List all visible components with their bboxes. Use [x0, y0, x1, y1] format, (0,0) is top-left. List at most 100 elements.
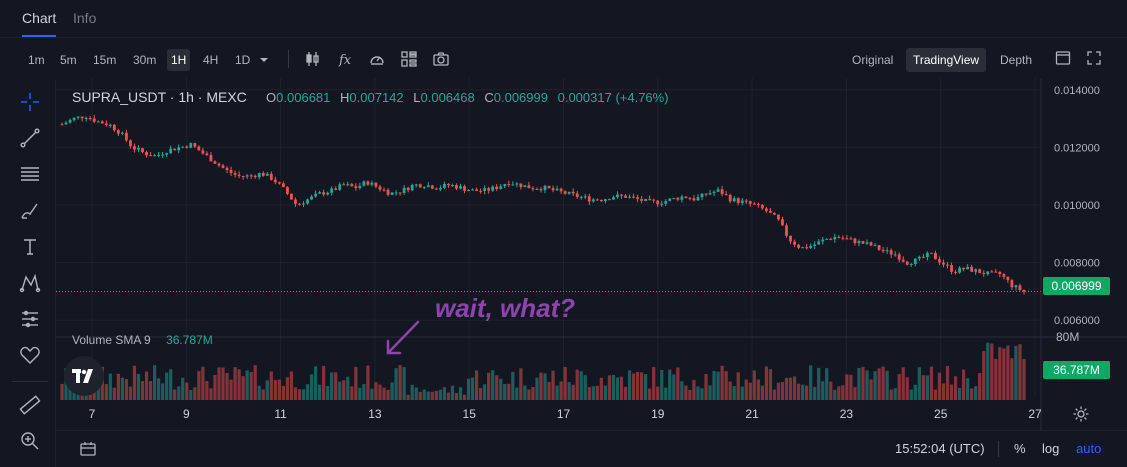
volume-bar — [648, 388, 652, 400]
candle-body — [125, 132, 128, 141]
fullscreen-icon[interactable] — [1086, 50, 1104, 68]
volume-bar — [748, 382, 752, 400]
candle-body — [487, 188, 491, 191]
auto-toggle[interactable]: auto — [1076, 441, 1102, 456]
view-tradingview[interactable]: TradingView — [906, 48, 987, 72]
tab-info[interactable]: Info — [73, 10, 97, 26]
text-icon[interactable] — [19, 236, 41, 258]
volume-bar — [507, 383, 511, 400]
volume-bar — [917, 367, 921, 400]
volume-bar — [587, 387, 591, 400]
symbol-title[interactable]: SUPRA_USDT · 1h · MEXC — [72, 89, 247, 105]
volume-bar — [305, 384, 310, 400]
volume-bar — [221, 367, 225, 400]
candle-body — [141, 148, 144, 153]
candle-body — [225, 167, 229, 170]
brush-icon[interactable] — [19, 200, 41, 222]
candle-body — [837, 236, 841, 238]
candle-body — [310, 196, 313, 200]
candle-body — [672, 197, 676, 199]
date-range-icon[interactable] — [79, 440, 97, 458]
candle-body — [664, 200, 668, 204]
horizontal-lines-icon[interactable] — [19, 163, 41, 185]
volume-bar — [877, 368, 881, 400]
candle-body — [567, 191, 571, 194]
candle-body — [925, 252, 929, 258]
volume-bar — [760, 385, 764, 400]
volume-sma-value: 36.787M — [166, 333, 213, 347]
volume-bar — [780, 382, 785, 400]
candle-body — [153, 155, 156, 157]
indicators-fx-icon[interactable]: fx — [337, 50, 355, 68]
volume-bar — [809, 365, 813, 400]
speed-icon[interactable] — [368, 50, 386, 68]
volume-bar — [732, 386, 736, 400]
volume-bar — [309, 374, 314, 400]
utc-clock[interactable]: 15:52:04 (UTC) — [895, 441, 985, 456]
percent-toggle[interactable]: % — [1014, 441, 1026, 456]
volume-bar — [245, 370, 249, 400]
view-original[interactable]: Original — [852, 53, 894, 67]
candle-body — [499, 186, 503, 190]
volume-bar — [700, 388, 704, 400]
candles-icon[interactable] — [304, 50, 322, 68]
candle-body — [277, 182, 281, 184]
tab-chart[interactable]: Chart — [22, 10, 57, 26]
timeframe-15m[interactable]: 15m — [93, 53, 117, 67]
open-value: 0.006681 — [276, 90, 331, 105]
candle-body — [527, 185, 531, 189]
volume-bar — [197, 371, 201, 400]
window-icon[interactable] — [1055, 50, 1073, 68]
timeframe-5m[interactable]: 5m — [60, 53, 77, 67]
pattern-icon[interactable] — [19, 272, 41, 294]
candle-body — [334, 188, 338, 190]
volume-bar — [692, 379, 696, 400]
tradingview-logo[interactable] — [64, 356, 104, 396]
crosshair-icon[interactable] — [19, 91, 41, 113]
layout-grid-icon[interactable] — [400, 50, 418, 68]
annotation-arrow — [386, 320, 420, 355]
volume-bar — [273, 380, 277, 400]
gear-icon[interactable] — [1072, 405, 1090, 423]
price-chart[interactable]: 0.014000 0.012000 0.010000 0.008000 0.006000… — [56, 78, 1127, 430]
timeframe-dropdown-icon[interactable] — [258, 53, 276, 71]
candle-body — [982, 272, 986, 275]
timeframe-30m[interactable]: 30m — [133, 53, 157, 67]
candle-body — [740, 200, 744, 203]
candle-body — [442, 183, 446, 188]
candle-body — [265, 173, 269, 176]
heart-icon[interactable] — [19, 344, 41, 366]
timeframe-1m[interactable]: 1m — [28, 53, 45, 67]
candle-body — [213, 161, 217, 164]
volume-bar — [116, 373, 120, 400]
log-toggle[interactable]: log — [1042, 441, 1060, 456]
volume-bar — [933, 389, 938, 400]
ruler-icon[interactable] — [19, 394, 41, 416]
candle-body — [869, 242, 873, 246]
volume-bar — [740, 386, 744, 400]
candle-body — [145, 152, 148, 156]
volume-sma-name[interactable]: Volume SMA 9 — [72, 333, 151, 347]
measure-icon[interactable] — [19, 308, 41, 330]
volume-bar — [909, 389, 913, 400]
candle-body — [354, 186, 358, 189]
timeframe-4h[interactable]: 4H — [203, 53, 219, 67]
candle-body — [994, 271, 998, 273]
volume-bar — [664, 387, 668, 400]
timeframe-1h[interactable]: 1H — [167, 49, 191, 71]
candle-body — [197, 146, 201, 151]
view-depth[interactable]: Depth — [1000, 53, 1033, 67]
trend-line-icon[interactable] — [19, 127, 41, 149]
volume-bar — [140, 381, 145, 400]
candle-body — [422, 187, 426, 189]
volume-bar — [169, 369, 173, 400]
volume-bar — [845, 374, 849, 400]
volume-bar — [708, 385, 712, 400]
candle-body — [958, 267, 961, 273]
volume-bar — [124, 379, 129, 400]
timeframe-1d[interactable]: 1D — [235, 53, 251, 67]
camera-icon[interactable] — [432, 50, 450, 68]
zoom-icon[interactable] — [19, 430, 41, 452]
candle-body — [668, 198, 672, 201]
volume-bar — [724, 371, 728, 400]
